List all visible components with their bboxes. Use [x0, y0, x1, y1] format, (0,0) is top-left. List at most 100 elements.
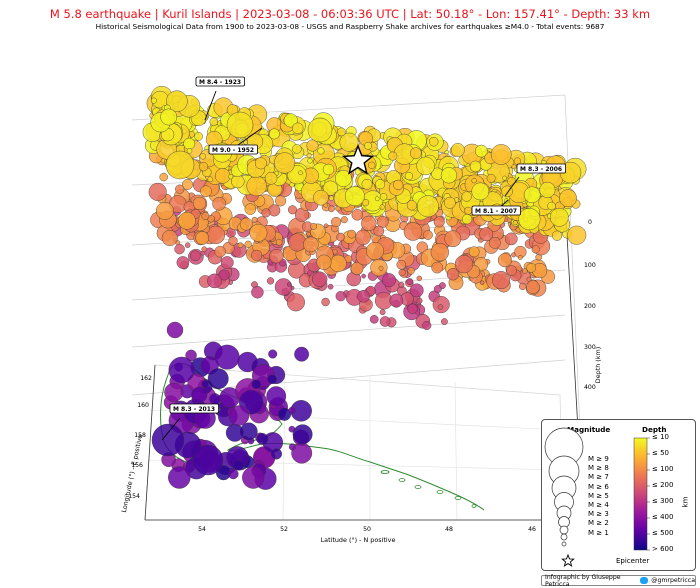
earthquake-point	[378, 265, 384, 271]
earthquake-point	[471, 182, 490, 201]
earthquake-point	[198, 162, 209, 172]
earthquake-point	[286, 293, 305, 312]
earthquake-point	[307, 117, 333, 143]
earthquake-point	[344, 186, 365, 207]
earthquake-point	[513, 157, 522, 165]
earthquake-point	[266, 277, 275, 285]
magnitude-legend-item: M ≥ 8	[588, 464, 609, 473]
earthquake-point	[364, 141, 372, 150]
earthquake-point	[218, 269, 230, 281]
earthquake-point	[214, 168, 231, 184]
earthquake-point	[323, 223, 329, 229]
earthquake-point	[347, 229, 357, 239]
annotation-label: M 8.1 - 2007	[475, 208, 517, 215]
earthquake-point	[225, 423, 244, 442]
earthquake-point	[237, 242, 244, 248]
earthquake-point	[168, 466, 191, 489]
island	[380, 470, 390, 474]
earthquake-point	[165, 150, 195, 180]
legend-graphics	[544, 427, 650, 567]
earthquake-point	[409, 147, 422, 159]
epicenter-star	[341, 144, 375, 175]
earthquake-point	[567, 225, 587, 245]
earthquake-point	[501, 185, 513, 198]
depth-tick-label: ≤ 100	[652, 465, 674, 473]
earthquake-point	[207, 176, 214, 183]
earthquake-point	[271, 448, 283, 460]
earthquake-point	[220, 256, 234, 269]
earthquake-point	[523, 186, 541, 204]
island	[436, 490, 444, 494]
earthquake-point	[292, 122, 304, 135]
earthquake-point	[292, 144, 302, 154]
earthquake-point	[351, 209, 363, 221]
earthquake-point	[504, 232, 518, 246]
earthquake-point	[298, 170, 303, 176]
earthquake-point	[201, 246, 207, 252]
earthquake-point	[189, 250, 201, 262]
x-tick-label: 46	[528, 526, 536, 533]
earthquake-point	[518, 282, 527, 291]
credit-handle: @gmrpetricca	[651, 577, 695, 584]
annotation-label: M 9.0 - 1952	[212, 147, 254, 154]
epicenter-legend-star	[561, 553, 575, 567]
earthquake-point	[461, 191, 472, 202]
earthquake-point	[192, 444, 224, 476]
depth-tick-label: ≤ 500	[652, 529, 674, 537]
earthquake-point	[200, 185, 212, 198]
depth-tick-label: ≤ 50	[652, 449, 669, 457]
chart-subtitle: Historical Seismological Data from 1900 …	[95, 22, 605, 31]
earthquake-point	[550, 207, 569, 227]
earthquake-point	[174, 243, 185, 255]
earthquake-point	[178, 211, 196, 230]
earthquake-point	[228, 468, 239, 480]
earthquake-point	[201, 212, 210, 220]
earthquake-point	[398, 269, 406, 277]
earthquake-point	[479, 227, 494, 242]
earthquake-point	[464, 206, 473, 215]
earthquake-point	[366, 241, 385, 260]
earthquake-point	[246, 175, 267, 197]
magnitude-legend-item: M ≥ 1	[588, 528, 609, 537]
earthquake-point	[233, 460, 244, 471]
earthquake-point	[166, 321, 184, 339]
earthquake-point	[228, 405, 250, 426]
earthquake-point	[151, 423, 185, 457]
earthquake-point	[182, 179, 193, 190]
earthquake-point	[430, 243, 449, 262]
magnitude-legend-item: M ≥ 2	[588, 519, 609, 528]
earthquake-point	[454, 255, 474, 274]
earthquake-point	[522, 268, 528, 274]
earthquake-point	[416, 297, 423, 304]
earthquake-point	[256, 432, 269, 445]
earthquake-point	[195, 231, 209, 245]
z-tick-label: 400	[584, 384, 596, 391]
depth-tick-label: ≤ 400	[652, 513, 674, 521]
earthquake-point	[502, 175, 507, 181]
earthquake-point	[264, 171, 278, 185]
earthquake-point	[437, 304, 444, 310]
earthquake-point	[166, 90, 188, 112]
y-tick-label: 156	[131, 462, 143, 469]
annotation-box	[208, 144, 258, 155]
earthquake-point	[469, 160, 482, 173]
earthquake-point	[186, 148, 193, 154]
earthquake-point	[254, 157, 267, 170]
earthquake-point	[403, 222, 423, 241]
earthquake-point	[369, 314, 379, 324]
magnitude-legend-item: M ≥ 5	[588, 491, 609, 500]
annotation-leader	[504, 176, 520, 197]
earthquake-point	[249, 223, 268, 242]
earthquake-point	[278, 407, 292, 421]
earthquake-point	[242, 466, 265, 489]
earthquake-point	[407, 303, 418, 314]
earthquake-point	[490, 144, 512, 165]
depth-unit: km	[681, 496, 690, 508]
earthquake-point	[164, 382, 184, 402]
earthquake-point	[468, 246, 480, 258]
earthquake-point	[239, 217, 253, 231]
earthquake-point	[374, 196, 380, 202]
axis-ticks: 54 52 50 48 46 154 156 158 160 162 0 100 200 300 400	[128, 219, 596, 533]
earthquake-point	[340, 216, 348, 224]
